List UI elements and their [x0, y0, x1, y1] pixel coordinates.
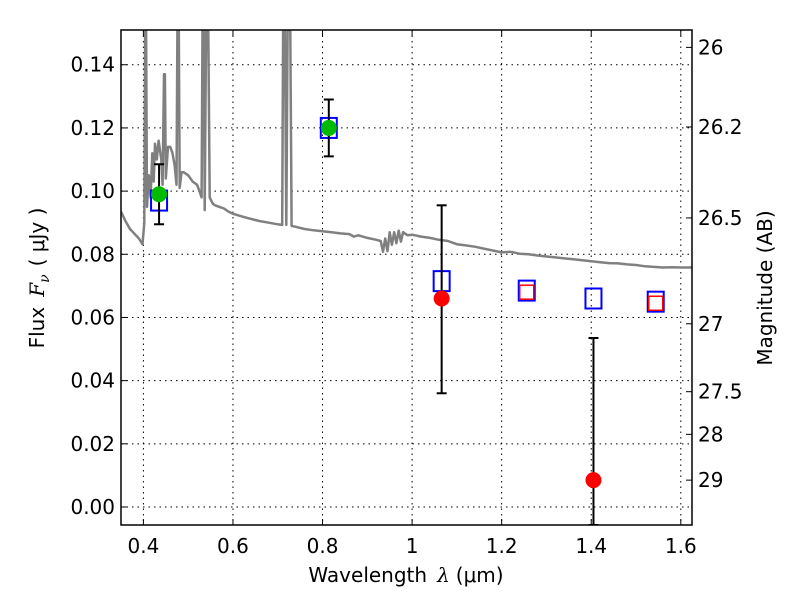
green-circle-marker — [320, 119, 337, 136]
blue-square-marker — [517, 279, 536, 302]
red-square-marker — [518, 284, 535, 300]
y2-tick-label: 27.5 — [698, 380, 743, 404]
y2-tick-labels: 26 26.2 26.5 27 27.5 28 29 — [698, 35, 743, 492]
markers-group — [150, 98, 665, 525]
plot-frame — [120, 29, 693, 526]
red-circle-marker — [433, 290, 450, 307]
y-tick-label: 0.04 — [70, 369, 115, 393]
x-tick-label: 1.6 — [665, 534, 697, 558]
y-tick-label: 0.14 — [70, 53, 115, 77]
model-sed-line-group — [121, 30, 692, 269]
x-tick-label: 0.4 — [127, 534, 159, 558]
y-tick-label: 0.10 — [70, 179, 115, 203]
grid — [121, 30, 692, 525]
y-tick-label: 0.08 — [70, 242, 115, 266]
blue-square-marker — [584, 287, 603, 310]
y-tick-label: 0.06 — [70, 305, 115, 329]
y-tick-label: 0.12 — [70, 116, 115, 140]
blue-square-marker — [646, 290, 665, 313]
x-tick-label: 1.4 — [575, 534, 607, 558]
x-tick-label: 1 — [406, 534, 419, 558]
y-tick-label: 0.00 — [70, 495, 115, 519]
y2-tick-label: 27 — [698, 312, 723, 336]
y-axis-label: FluxFν( μJy ) — [25, 208, 53, 349]
x-tick-labels: 0.4 0.6 0.8 1 1.2 1.4 1.6 — [127, 534, 696, 558]
y2-tick-label: 26 — [698, 35, 723, 59]
ticks-group — [121, 30, 692, 525]
x-tick-label: 0.6 — [217, 534, 249, 558]
y2-tick-label: 26.5 — [698, 206, 743, 230]
y-tick-labels: 0.00 0.02 0.04 0.06 0.08 0.10 0.12 0.14 — [70, 53, 115, 519]
green-circle-marker — [151, 186, 168, 203]
x-tick-label: 1.2 — [486, 534, 518, 558]
model-sed-line — [121, 30, 692, 269]
x-tick-label: 0.8 — [307, 534, 339, 558]
red-circle-marker — [585, 472, 602, 489]
y2-tick-label: 29 — [698, 468, 723, 492]
x-axis-label: Wavelength λ (μm) — [308, 563, 503, 587]
y-tick-label: 0.02 — [70, 432, 115, 456]
y2-axis-label: Magnitude (AB) — [753, 210, 777, 365]
y2-tick-label: 26.2 — [698, 115, 743, 139]
y2-tick-label: 28 — [698, 422, 723, 446]
red-square-marker — [647, 295, 664, 311]
